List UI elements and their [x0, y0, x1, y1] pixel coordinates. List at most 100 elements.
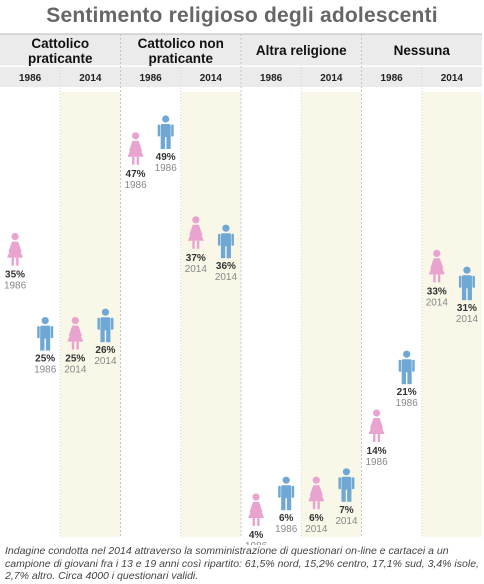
male-arm-right	[231, 233, 234, 246]
male-leg-left	[281, 496, 286, 511]
male-leg-right	[45, 336, 51, 351]
column-shade-2	[301, 92, 362, 537]
male-mark-2-1: 7%2014	[335, 468, 358, 527]
group-label-1-line2: praticante	[148, 51, 213, 66]
year-label-2-0: 1986	[260, 73, 283, 84]
female-head	[131, 132, 140, 140]
female-mark-0-1: 25%2014	[64, 317, 87, 376]
male-leg-right	[467, 286, 472, 301]
female-body	[187, 224, 204, 241]
male-leg-right	[407, 370, 412, 385]
male-arm-left	[157, 124, 161, 137]
group-label-3: Nessuna	[394, 43, 451, 58]
male-arm-left	[398, 359, 402, 372]
female-leg-right	[437, 274, 441, 283]
male-leg-left	[100, 328, 105, 343]
male-arm-left	[217, 233, 221, 246]
female-mark-3-1: 33%2014	[426, 249, 449, 308]
male-arm-right	[351, 477, 355, 490]
male-leg-left	[341, 487, 346, 502]
male-torso	[281, 485, 292, 499]
year-label-3-0: 1986	[381, 73, 404, 84]
male-head	[463, 266, 471, 274]
male-arm-right	[472, 275, 475, 288]
male-arm-left	[338, 477, 341, 490]
female-year-0-1: 2014	[64, 365, 87, 376]
male-value-2-1: 7%	[339, 505, 354, 516]
group-label-1-line1: Cattolico non	[138, 36, 224, 51]
female-head	[312, 476, 320, 484]
female-body	[308, 485, 325, 502]
female-value-0-0: 35%	[5, 270, 25, 281]
female-mark-2-0: 4%1986	[245, 493, 268, 545]
female-value-3-0: 14%	[367, 446, 387, 457]
female-body	[248, 502, 265, 518]
male-arm-left	[278, 485, 281, 498]
male-year-2-1: 2014	[335, 516, 358, 527]
male-year-0-1: 2014	[94, 356, 117, 367]
column-shade-1	[180, 92, 241, 537]
female-value-3-1: 33%	[427, 286, 447, 297]
group-label-0-line1: Cattolico	[31, 36, 89, 51]
male-torso	[401, 359, 412, 373]
male-head	[162, 115, 170, 123]
male-year-0-0: 1986	[34, 365, 57, 376]
year-label-1-0: 1986	[140, 73, 163, 84]
column-shade-3	[421, 92, 482, 537]
female-year-1-0: 1986	[124, 180, 147, 191]
female-leg-left	[132, 156, 135, 165]
female-body	[7, 241, 24, 258]
male-year-1-1: 2014	[215, 272, 238, 283]
male-arm-right	[412, 359, 415, 372]
male-value-1-1: 36%	[216, 261, 236, 272]
female-value-1-1: 37%	[186, 253, 206, 264]
male-head	[101, 308, 110, 316]
male-leg-right	[286, 496, 292, 511]
male-year-2-0: 1986	[275, 524, 298, 535]
female-body	[67, 325, 84, 342]
female-mark-3-0: 14%1986	[365, 409, 388, 468]
female-mark-1-0: 47%1986	[124, 132, 147, 191]
male-value-3-0: 21%	[397, 387, 417, 398]
female-year-3-1: 2014	[426, 297, 449, 308]
male-leg-left	[160, 135, 165, 149]
male-mark-1-1: 36%2014	[215, 224, 238, 283]
female-leg-right	[377, 434, 381, 442]
chart: Cattolicopraticante198635%198625%1986201…	[0, 33, 482, 545]
male-head	[342, 468, 351, 476]
male-arm-right	[171, 124, 174, 137]
female-value-2-1: 6%	[309, 513, 324, 524]
male-arm-left	[458, 275, 462, 288]
year-label-0-0: 1986	[19, 73, 42, 84]
female-leg-left	[11, 257, 14, 266]
female-head	[433, 249, 441, 257]
male-value-0-1: 26%	[95, 345, 115, 356]
female-head	[71, 317, 79, 325]
female-leg-left	[312, 501, 316, 510]
male-mark-3-1: 31%2014	[456, 266, 479, 325]
male-arm-left	[37, 326, 40, 339]
female-mark-1-1: 37%2014	[185, 216, 207, 275]
male-head	[282, 476, 290, 484]
male-torso	[40, 325, 51, 339]
male-leg-left	[40, 336, 45, 351]
male-year-3-1: 2014	[456, 314, 479, 325]
male-arm-right	[50, 326, 54, 339]
male-arm-right	[110, 317, 114, 330]
male-mark-2-0: 6%1986	[275, 476, 298, 535]
male-leg-right	[106, 328, 111, 343]
male-mark-3-0: 21%1986	[396, 350, 418, 409]
female-leg-right	[317, 501, 320, 510]
male-value-3-1: 31%	[457, 303, 477, 314]
female-leg-left	[373, 434, 376, 442]
female-year-0-0: 1986	[4, 281, 27, 292]
male-torso	[220, 233, 231, 247]
male-head	[222, 224, 230, 232]
chart-title: Sentimento religioso degli adolescenti	[46, 4, 438, 27]
column-shade-0	[60, 92, 121, 537]
male-value-1-0: 49%	[156, 152, 176, 163]
female-mark-0-0: 35%1986	[4, 233, 27, 292]
female-leg-left	[71, 341, 75, 350]
female-year-2-1: 2014	[305, 524, 328, 535]
male-torso	[160, 124, 171, 137]
